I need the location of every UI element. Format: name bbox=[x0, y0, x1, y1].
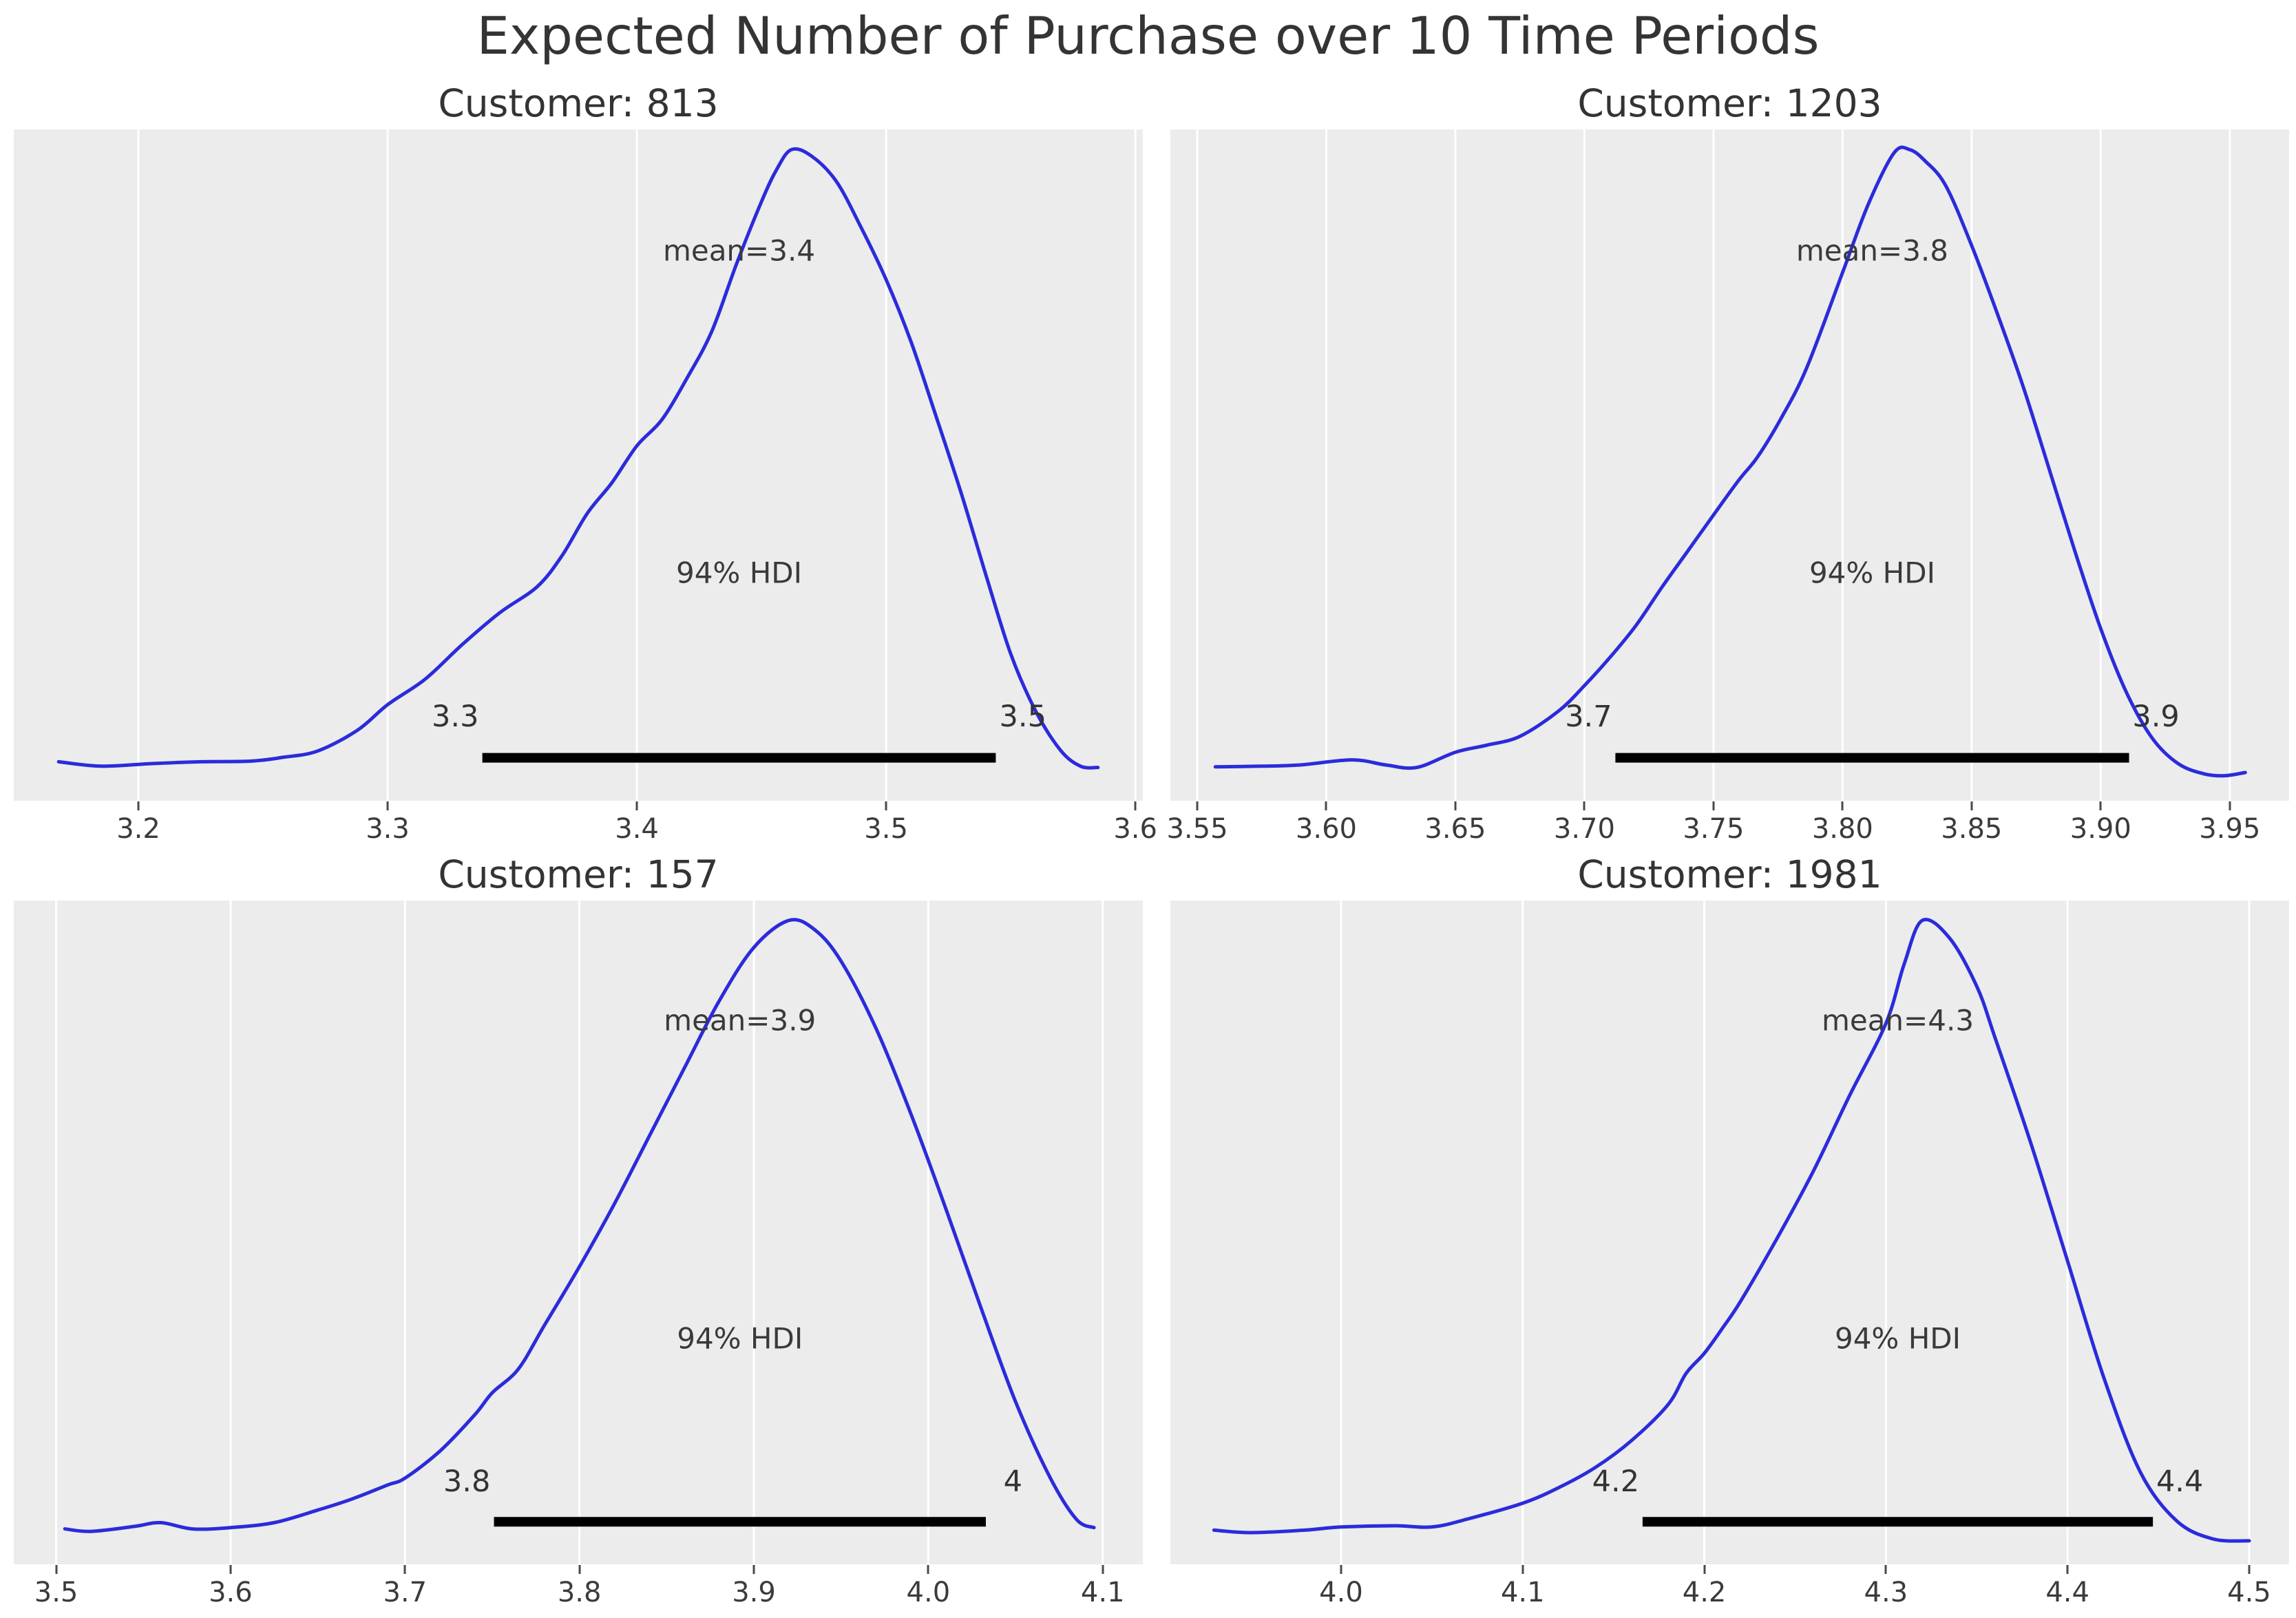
mean-annotation: mean=4.3 bbox=[1821, 1003, 1974, 1038]
figure-title: Expected Number of Purchase over 10 Time… bbox=[476, 6, 1820, 66]
x-tick-label: 3.3 bbox=[366, 813, 410, 845]
subplot-title: Customer: 1203 bbox=[1577, 81, 1882, 125]
x-tick-mark bbox=[386, 801, 389, 810]
x-tick-label: 3.90 bbox=[2069, 813, 2131, 845]
x-tick-mark bbox=[1102, 1565, 1104, 1574]
x-tick-mark bbox=[1196, 801, 1199, 810]
x-tick-mark bbox=[55, 1565, 58, 1574]
x-tick-label: 3.70 bbox=[1553, 813, 1615, 845]
x-tick-mark bbox=[1454, 801, 1457, 810]
x-tick-mark bbox=[635, 801, 638, 810]
kde-curve bbox=[56, 147, 1100, 770]
x-axis: 3.5 3.6 3.7 3.8 3.9 4.0 4.1 bbox=[14, 1564, 1143, 1608]
x-tick-mark bbox=[2229, 801, 2231, 810]
x-tick-label: 3.85 bbox=[1941, 813, 2003, 845]
x-tick-label: 3.7 bbox=[383, 1577, 428, 1608]
x-tick-label: 4.1 bbox=[1500, 1577, 1545, 1608]
x-tick-label: 4.0 bbox=[1319, 1577, 1363, 1608]
x-tick-label: 3.5 bbox=[864, 813, 908, 845]
x-tick-mark bbox=[1841, 801, 1844, 810]
x-tick-mark bbox=[403, 1565, 406, 1574]
x-tick-mark bbox=[1583, 801, 1586, 810]
x-tick-label: 4.1 bbox=[1080, 1577, 1125, 1608]
x-tick-label: 3.4 bbox=[615, 813, 659, 845]
hdi-annotation: 94% HDI bbox=[1809, 556, 1935, 589]
x-axis: 3.55 3.60 3.65 3.70 3.75 3.80 3.85 3.90 3.95 bbox=[1166, 801, 2289, 845]
x-tick-label: 3.60 bbox=[1295, 813, 1357, 845]
x-tick-label: 4.2 bbox=[1682, 1577, 1727, 1608]
hdi-upper-label: 3.5 bbox=[999, 700, 1046, 735]
subplot-customer-813: Customer: 813 mean=3.4 94% HDI 3.3 3.5 3… bbox=[14, 77, 1157, 845]
subplot-customer-1981: Customer: 1981 mean=4.3 94% HDI 4.2 4.4 … bbox=[1170, 848, 2289, 1608]
kde-plot-svg bbox=[56, 129, 1137, 801]
hdi-upper-label: 3.9 bbox=[2132, 700, 2180, 735]
kde-plot-svg bbox=[1196, 129, 2247, 801]
hdi-annotation: 94% HDI bbox=[1834, 1321, 1961, 1356]
x-tick-label: 3.2 bbox=[116, 813, 160, 845]
x-tick-mark bbox=[752, 1565, 755, 1574]
kde-plot-svg bbox=[1212, 901, 2251, 1564]
x-tick-mark bbox=[2066, 1565, 2069, 1574]
x-tick-label: 3.8 bbox=[557, 1577, 602, 1608]
x-tick-mark bbox=[1521, 1565, 1524, 1574]
x-tick-mark bbox=[885, 801, 887, 810]
hdi-lower-label: 3.7 bbox=[1565, 700, 1612, 735]
subplot-title: Customer: 1981 bbox=[1577, 852, 1882, 896]
kde-curve bbox=[1213, 145, 2247, 778]
x-tick-label: 3.9 bbox=[732, 1577, 776, 1608]
x-tick-label: 3.65 bbox=[1424, 813, 1486, 845]
x-tick-mark bbox=[2099, 801, 2102, 810]
x-tick-label: 3.95 bbox=[2199, 813, 2261, 845]
hdi-lower-label: 3.8 bbox=[443, 1464, 491, 1499]
x-axis: 3.2 3.3 3.4 3.5 3.6 bbox=[14, 801, 1157, 845]
x-tick-label: 4.4 bbox=[2045, 1577, 2089, 1608]
x-tick-mark bbox=[1325, 801, 1327, 810]
subplot-customer-1203: Customer: 1203 mean=3.8 94% HDI 3.7 3.9 … bbox=[1166, 77, 2289, 845]
kde-plot-svg bbox=[55, 901, 1104, 1564]
x-tick-label: 4.3 bbox=[1864, 1577, 1908, 1608]
hdi-annotation: 94% HDI bbox=[675, 556, 803, 589]
plot-area: mean=3.9 94% HDI 3.8 4 bbox=[14, 901, 1143, 1564]
mean-annotation: mean=3.8 bbox=[1795, 233, 1949, 267]
plot-area: mean=3.4 94% HDI 3.3 3.5 bbox=[14, 129, 1143, 801]
x-tick-mark bbox=[1703, 1565, 1706, 1574]
x-tick-label: 3.6 bbox=[1113, 813, 1157, 845]
x-tick-label: 3.55 bbox=[1166, 813, 1228, 845]
x-tick-label: 3.75 bbox=[1683, 813, 1745, 845]
hdi-upper-label: 4 bbox=[1003, 1464, 1023, 1499]
hdi-lower-label: 3.3 bbox=[432, 700, 479, 735]
kde-curve bbox=[1212, 918, 2251, 1543]
x-tick-mark bbox=[1712, 801, 1715, 810]
subplot-title: Customer: 813 bbox=[438, 81, 719, 125]
x-tick-label: 3.6 bbox=[209, 1577, 253, 1608]
subplot-customer-157: Customer: 157 mean=3.9 94% HDI 3.8 4 3.5… bbox=[14, 848, 1143, 1608]
kde-curve bbox=[63, 918, 1096, 1533]
x-tick-mark bbox=[1884, 1565, 1887, 1574]
hdi-lower-label: 4.2 bbox=[1592, 1464, 1640, 1499]
x-tick-label: 3.80 bbox=[1811, 813, 1873, 845]
x-tick-label: 4.0 bbox=[906, 1577, 951, 1608]
mean-annotation: mean=3.4 bbox=[662, 233, 816, 267]
mean-annotation: mean=3.9 bbox=[664, 1003, 817, 1038]
x-tick-mark bbox=[1134, 801, 1137, 810]
plot-area: mean=3.8 94% HDI 3.7 3.9 bbox=[1170, 129, 2289, 801]
x-tick-mark bbox=[1970, 801, 1973, 810]
hdi-upper-label: 4.4 bbox=[2156, 1464, 2204, 1499]
x-tick-mark bbox=[578, 1565, 581, 1574]
plot-area: mean=4.3 94% HDI 4.2 4.4 bbox=[1170, 901, 2289, 1564]
x-axis: 4.0 4.1 4.2 4.3 4.4 4.5 bbox=[1170, 1564, 2289, 1608]
x-tick-mark bbox=[137, 801, 140, 810]
x-tick-mark bbox=[2248, 1565, 2251, 1574]
x-tick-mark bbox=[229, 1565, 232, 1574]
x-tick-label: 4.5 bbox=[2227, 1577, 2271, 1608]
subplot-title: Customer: 157 bbox=[438, 852, 719, 896]
x-tick-mark bbox=[927, 1565, 929, 1574]
hdi-annotation: 94% HDI bbox=[677, 1321, 803, 1356]
x-tick-mark bbox=[1340, 1565, 1342, 1574]
x-tick-label: 3.5 bbox=[34, 1577, 78, 1608]
